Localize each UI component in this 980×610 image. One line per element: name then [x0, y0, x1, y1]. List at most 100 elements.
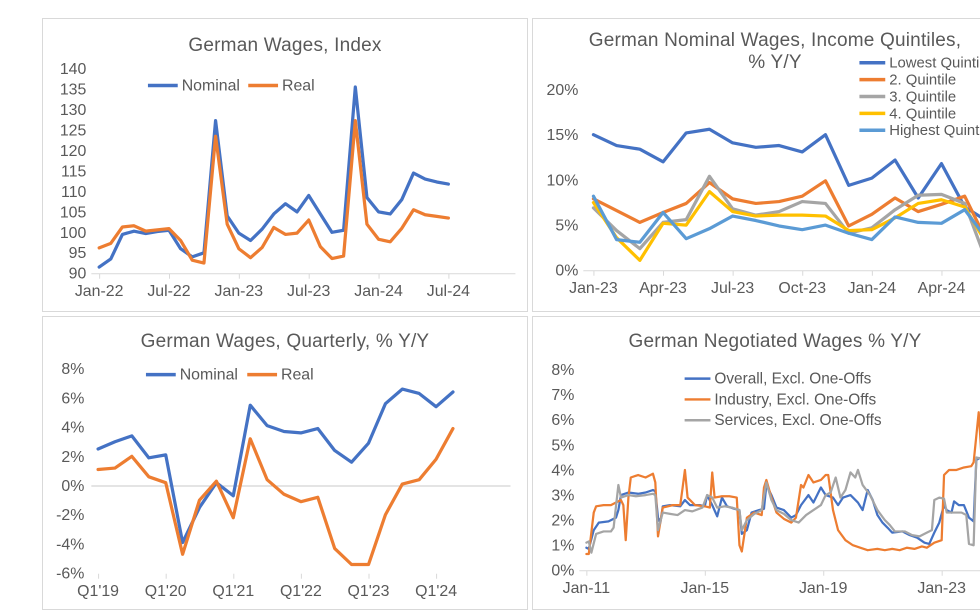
panel-wages-quarterly: German Wages, Quarterly, % Y/Y Q1'19 Q1'2…: [42, 316, 528, 610]
legend-label-real: Real: [282, 78, 315, 95]
legend-label-2-quintile: 2. Quintile: [889, 73, 956, 89]
x-tick-label: Jan-19: [799, 580, 848, 597]
series-4-quintile: [591, 190, 980, 262]
x-tick-label: Jan-11: [563, 580, 611, 597]
x-tick-label: Q1'23: [348, 583, 390, 600]
x-tick-label: Apr-24: [918, 280, 966, 297]
y-tick-label: 5%: [551, 437, 574, 454]
y-tick-label: 100: [60, 225, 87, 242]
series-real: [97, 118, 450, 265]
income-quintiles-plot: Jan-23 Apr-23 Jul-23 Oct-23 Jan-24 Apr-24 20% 1…: [547, 56, 980, 297]
x-tick-label: Jan-23: [569, 280, 618, 297]
y-tick-label: 125: [60, 123, 87, 140]
y-tick-label: 115: [61, 163, 86, 180]
y-tick-label: 8%: [551, 362, 574, 379]
y-tick-label: 105: [60, 204, 87, 221]
y-tick-label: 2%: [61, 449, 84, 466]
series-2-quintile: [591, 179, 980, 231]
negotiated-wages-plot: Jan-11 Jan-15 Jan-19 Jan-23 8% 7% 6% 5% 4% 3% 2% 1%…: [551, 362, 980, 597]
y-tick-label: 0%: [551, 563, 574, 580]
legend-label-nominal: Nominal: [180, 367, 238, 384]
x-tick-label: Jan-24: [354, 283, 403, 300]
legend-label-3-quintile: 3. Quintile: [889, 89, 956, 105]
wages-index-plot: Jan-22 Jul-22 Jan-23 Jul-23 Jan-24 Jul-24 140 1…: [60, 61, 516, 300]
x-tick-label: Jan-23: [215, 283, 264, 300]
series-services-excl-one-offs: [585, 456, 980, 554]
x-tick-label: Jan-23: [917, 580, 966, 597]
legend-label-services-excl-one-offs: Services, Excl. One-Offs: [714, 412, 881, 429]
panel-income-quintiles: German Nominal Wages, Income Quintiles, …: [532, 18, 980, 312]
y-tick-label: 4%: [551, 462, 574, 479]
chart-title-wages-index: German Wages, Index: [188, 35, 382, 56]
y-tick-label: 2%: [551, 513, 574, 530]
y-tick-label: 95: [69, 245, 87, 262]
x-tick-label: Q1'24: [415, 583, 457, 600]
legend-item-overall-excl-one-offs: Overall, Excl. One-Offs: [684, 371, 872, 388]
legend-label-highest-quintile: Highest Quintile: [889, 123, 980, 139]
y-tick-label: 0%: [61, 478, 84, 495]
y-tick-label: 8%: [61, 361, 84, 378]
legend-item-services-excl-one-offs: Services, Excl. One-Offs: [684, 412, 882, 429]
x-tick-label: Q1'21: [212, 583, 254, 600]
chart-title-quintiles-line2: % Y/Y: [748, 52, 802, 73]
x-tick-label: Oct-23: [778, 280, 826, 297]
legend-item-2-quintile: 2. Quintile: [859, 73, 956, 89]
x-tick-label: Q1'20: [145, 583, 187, 600]
legend-item-real: Real: [247, 367, 314, 384]
y-tick-label: 130: [60, 102, 87, 119]
series-lowest-quintile: [591, 127, 980, 219]
y-tick-label: -2%: [56, 507, 84, 524]
legend-label-nominal: Nominal: [182, 78, 240, 95]
wages-quarterly-plot: Q1'19 Q1'20 Q1'21 Q1'22 Q1'23 Q1'24 8% 6% 4% 2% 0%…: [56, 361, 511, 600]
y-tick-label: 20%: [547, 82, 579, 99]
legend-item-4-quintile: 4. Quintile: [859, 106, 956, 122]
x-tick-label: Jan-22: [75, 283, 124, 300]
series-highest-quintile: [591, 194, 980, 244]
y-tick-label: 6%: [551, 412, 574, 429]
series-real: [96, 426, 455, 567]
y-tick-label: 120: [60, 143, 87, 160]
panel-negotiated-wages: German Negotiated Wages % Y/Y Jan-11 Jan-…: [532, 316, 980, 610]
x-tick-label: Jul-22: [147, 283, 190, 300]
y-tick-label: 5%: [555, 218, 578, 235]
y-tick-label: 1%: [551, 538, 574, 555]
y-tick-label: 140: [60, 61, 87, 78]
y-tick-label: 135: [60, 82, 87, 99]
legend-item-industry-excl-one-offs: Industry, Excl. One-Offs: [684, 391, 877, 408]
series-nominal: [97, 85, 450, 269]
legend-label-overall-excl-one-offs: Overall, Excl. One-Offs: [714, 371, 871, 388]
series-nominal: [96, 387, 455, 545]
legend-item-lowest-quintile: Lowest Quintile: [859, 56, 980, 72]
x-tick-label: Jul-23: [711, 280, 754, 297]
x-tick-label: Apr-23: [639, 280, 687, 297]
x-tick-label: Q1'19: [77, 583, 119, 600]
legend-item-highest-quintile: Highest Quintile: [859, 123, 980, 139]
chart-title-quintiles-line1: German Nominal Wages, Income Quintiles,: [588, 30, 962, 51]
y-tick-label: 6%: [61, 390, 84, 407]
legend-item-3-quintile: 3. Quintile: [859, 89, 956, 105]
legend-item-real: Real: [248, 78, 315, 95]
x-tick-label: Jul-24: [427, 283, 470, 300]
y-tick-label: 90: [69, 266, 87, 283]
y-tick-label: 7%: [551, 387, 574, 404]
y-tick-label: 10%: [547, 172, 579, 189]
y-tick-label: 0%: [555, 263, 578, 280]
y-tick-label: 15%: [547, 127, 579, 144]
x-tick-label: Q1'22: [280, 583, 322, 600]
chart-title-wages-quarterly: German Wages, Quarterly, % Y/Y: [140, 331, 430, 352]
series-industry-excl-one-offs: [585, 411, 980, 556]
panel-german-wages-index: German Wages, Index Jan-22 Jul-22 Jan-23 Ju…: [42, 18, 528, 312]
chart-title-negotiated-wages: German Negotiated Wages % Y/Y: [628, 331, 922, 352]
legend-label-4-quintile: 4. Quintile: [889, 106, 956, 122]
y-tick-label: 4%: [61, 420, 84, 437]
y-tick-label: -6%: [56, 566, 84, 583]
x-tick-label: Jan-15: [681, 580, 730, 597]
y-tick-label: 3%: [551, 487, 574, 504]
dashboard-german-wages: { "page": { "background": "#ffffff", "pa…: [42, 18, 980, 610]
x-tick-label: Jan-24: [848, 280, 897, 297]
y-tick-label: -4%: [56, 536, 84, 553]
legend-label-lowest-quintile: Lowest Quintile: [889, 56, 980, 72]
legend-item-nominal: Nominal: [147, 78, 240, 95]
legend-item-nominal: Nominal: [145, 367, 238, 384]
x-tick-label: Jul-23: [287, 283, 330, 300]
